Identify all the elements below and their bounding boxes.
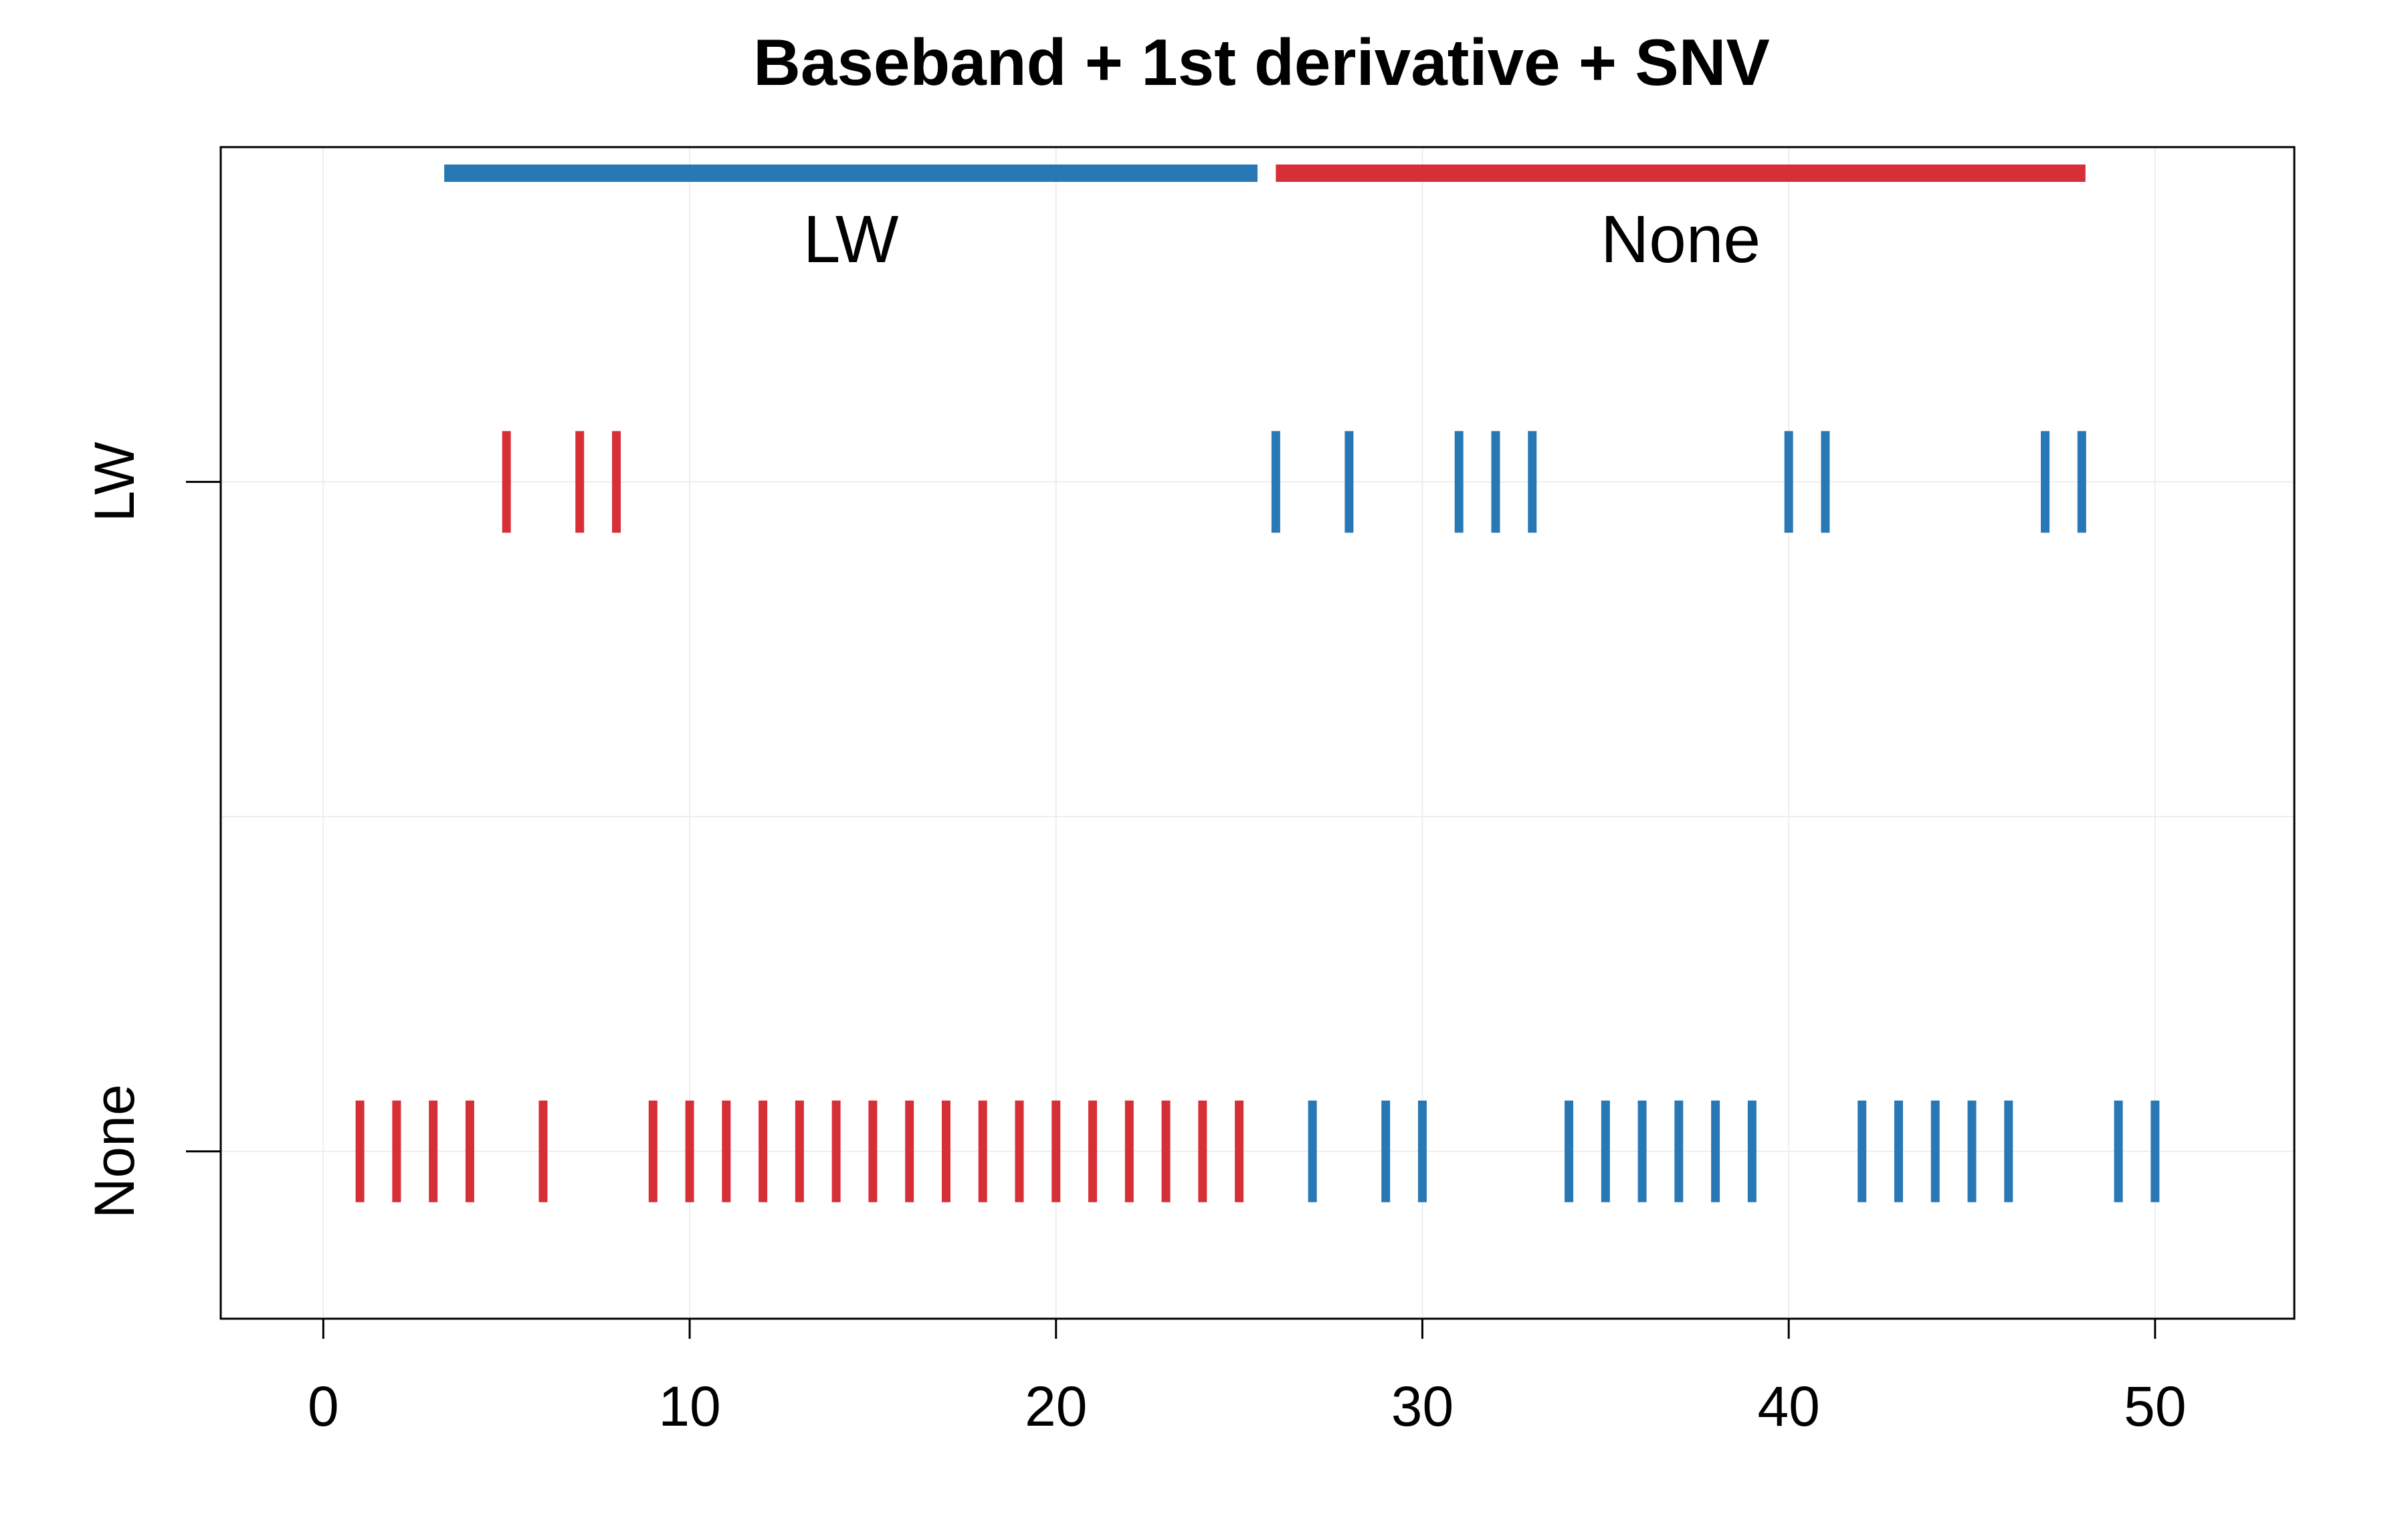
group-bar-label: LW bbox=[803, 202, 899, 277]
plot-frame bbox=[219, 146, 2296, 1320]
y-axis: LW None bbox=[83, 442, 221, 1218]
ticks bbox=[355, 431, 2160, 1202]
group-bar-label: None bbox=[1601, 202, 1761, 277]
x-axis: 0 10 20 30 40 50 bbox=[308, 1317, 2187, 1438]
grid bbox=[221, 147, 2294, 1319]
chart-title: Baseband + 1st derivative + SNV bbox=[753, 25, 1770, 99]
group-bars: LW None bbox=[444, 165, 2086, 277]
x-tick-label: 50 bbox=[2124, 1375, 2186, 1438]
x-tick-label: 0 bbox=[308, 1375, 339, 1438]
y-tick-label: None bbox=[83, 1084, 146, 1218]
y-tick-label: LW bbox=[83, 442, 146, 522]
x-tick-label: 10 bbox=[658, 1375, 720, 1438]
x-tick-label: 30 bbox=[1391, 1375, 1453, 1438]
x-tick-label: 20 bbox=[1025, 1375, 1087, 1438]
x-tick-label: 40 bbox=[1757, 1375, 1819, 1438]
